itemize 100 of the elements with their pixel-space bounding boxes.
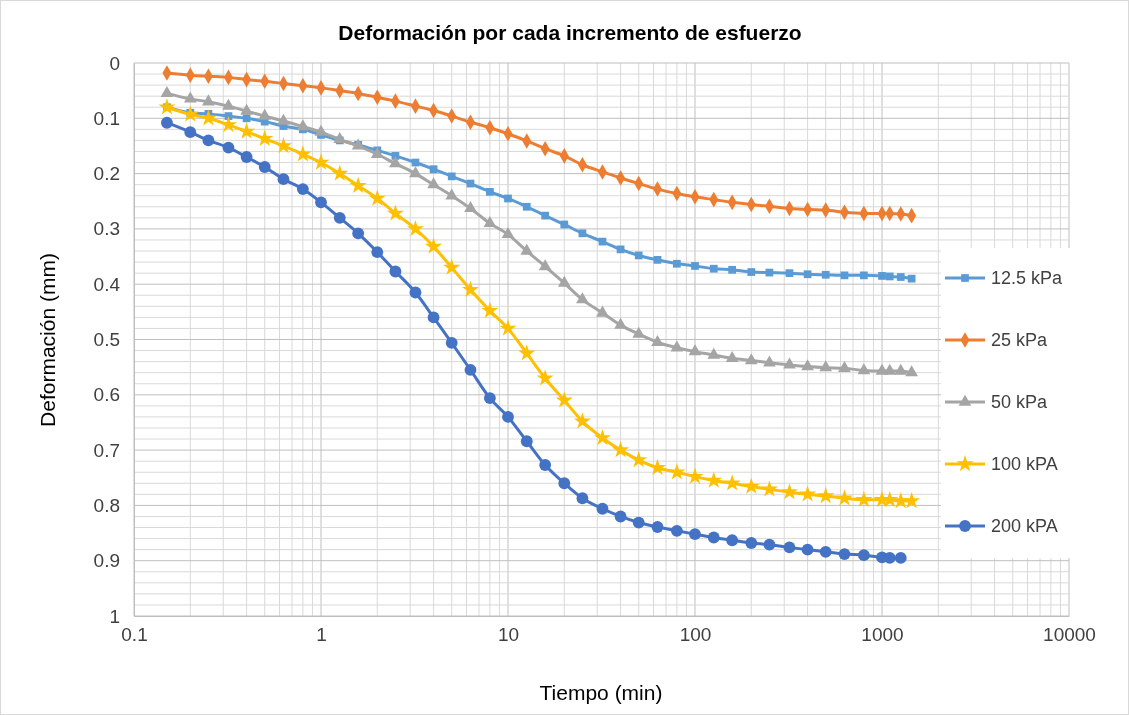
point <box>240 151 253 163</box>
point <box>447 172 456 181</box>
point <box>256 129 274 147</box>
point <box>614 317 627 329</box>
point <box>331 164 349 181</box>
point <box>780 483 798 500</box>
point <box>578 229 587 238</box>
point <box>763 538 776 551</box>
point <box>747 268 756 276</box>
point <box>464 201 477 213</box>
point <box>199 109 217 126</box>
point <box>277 173 290 186</box>
point <box>855 490 873 508</box>
point <box>817 487 835 504</box>
point <box>202 134 215 147</box>
point <box>726 534 739 547</box>
point <box>425 237 443 254</box>
legend-label: 200 kPA <box>991 516 1058 536</box>
point <box>501 227 515 239</box>
point <box>522 202 531 211</box>
point <box>504 194 512 203</box>
point <box>799 485 817 502</box>
point <box>835 489 853 506</box>
y-tick-label: 0.5 <box>93 329 120 351</box>
point <box>386 204 404 221</box>
point <box>760 480 778 497</box>
x-axis-title: Tiempo (min) <box>539 681 663 704</box>
point <box>742 477 760 494</box>
y-tick-label: 1 <box>109 605 120 627</box>
y-tick-label: 0.8 <box>93 494 120 516</box>
y-tick-label: 0.2 <box>93 163 120 185</box>
point <box>539 459 552 471</box>
point <box>464 364 477 376</box>
y-tick-label: 0.3 <box>93 218 120 240</box>
point <box>763 355 776 367</box>
point <box>878 272 886 280</box>
point <box>443 258 461 275</box>
point <box>576 492 589 505</box>
point <box>183 91 197 103</box>
point <box>560 220 569 229</box>
point <box>222 98 235 110</box>
y-tick-label: 0 <box>109 52 120 74</box>
point <box>333 211 346 224</box>
point <box>184 126 197 139</box>
point <box>371 246 384 259</box>
point <box>668 463 686 480</box>
point <box>296 119 310 131</box>
point <box>352 227 365 240</box>
point <box>651 334 664 346</box>
point <box>857 363 871 375</box>
point <box>518 344 536 361</box>
point <box>673 259 681 268</box>
point <box>409 166 422 178</box>
point <box>707 531 720 544</box>
point <box>427 177 440 189</box>
point <box>557 275 571 287</box>
y-tick-label: 0.1 <box>93 107 120 129</box>
point <box>785 269 794 278</box>
point <box>202 94 215 106</box>
point <box>651 521 664 533</box>
point <box>555 391 573 408</box>
point <box>801 543 814 556</box>
point <box>670 524 683 537</box>
point <box>596 502 609 515</box>
point <box>838 548 851 560</box>
point <box>723 474 741 491</box>
point <box>429 165 438 174</box>
point <box>783 357 796 369</box>
point <box>745 537 758 549</box>
y-tick-label: 0.4 <box>93 273 121 295</box>
point <box>502 411 514 423</box>
point <box>409 286 422 299</box>
point <box>819 545 832 558</box>
chart-title: Deformación por cada incremento de esfuerzo <box>338 21 802 44</box>
point <box>538 259 552 271</box>
point <box>803 270 812 279</box>
point <box>314 124 328 136</box>
point <box>783 541 796 554</box>
point <box>632 516 645 529</box>
point <box>801 359 814 371</box>
point <box>222 141 235 154</box>
point <box>857 549 870 562</box>
x-tick-label: 100 <box>679 624 712 646</box>
point <box>838 360 851 372</box>
point <box>707 347 721 359</box>
legend-label: 25 kPa <box>991 330 1049 350</box>
x-tick-label: 10 <box>497 624 520 646</box>
point <box>349 176 367 194</box>
point <box>536 369 554 386</box>
point <box>614 510 627 523</box>
point <box>368 189 386 206</box>
y-tick-label: 0.6 <box>93 384 120 406</box>
point <box>573 412 591 429</box>
point <box>406 219 424 237</box>
point <box>728 265 737 274</box>
point <box>558 477 571 490</box>
point <box>821 270 830 279</box>
point <box>612 441 630 458</box>
point <box>705 471 723 488</box>
point <box>258 108 272 120</box>
